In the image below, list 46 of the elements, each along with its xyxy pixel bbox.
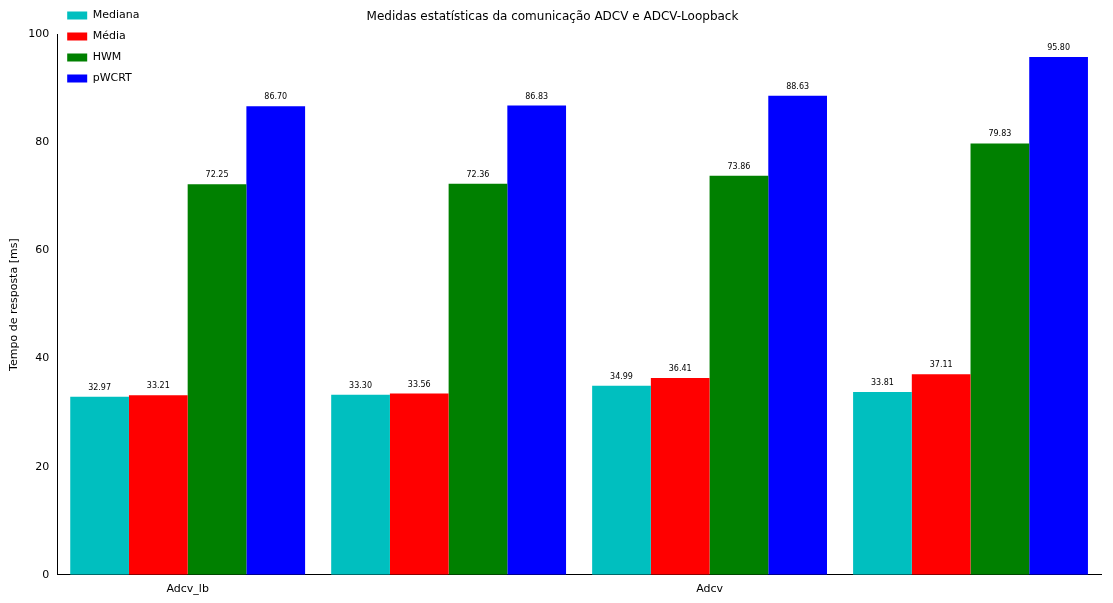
bar	[592, 385, 651, 575]
data-label: 33.81	[871, 378, 894, 388]
bar	[128, 395, 188, 575]
bar	[246, 106, 306, 575]
data-label: 79.83	[988, 129, 1012, 139]
legend-label: pWCRT	[92, 71, 133, 85]
y-tick-label: 100	[28, 27, 50, 41]
y-tick-label: 80	[35, 135, 50, 149]
data-label: 88.63	[786, 81, 810, 91]
bar	[187, 184, 247, 575]
bar	[911, 374, 971, 575]
legend-label: Mediana	[92, 8, 140, 22]
data-label: 33.21	[146, 381, 170, 391]
bar	[853, 392, 912, 575]
data-label: 32.97	[88, 382, 112, 392]
bar	[650, 378, 710, 575]
data-label: 72.36	[466, 169, 490, 179]
data-label: 86.83	[525, 91, 549, 101]
data-label: 72.25	[205, 170, 229, 180]
legend-label: HWM	[92, 50, 122, 64]
data-label: 86.70	[264, 92, 288, 102]
data-label: 37.11	[929, 360, 953, 370]
bar	[389, 393, 449, 575]
bar	[768, 95, 827, 575]
bar	[1029, 57, 1088, 575]
bar	[709, 175, 769, 575]
data-label: 73.86	[727, 161, 751, 171]
data-label: 95.80	[1047, 43, 1071, 53]
y-axis-title: Tempo de resposta [ms]	[7, 238, 21, 372]
y-tick-label: 20	[35, 459, 50, 473]
x-tick-label: Adcv	[696, 582, 724, 596]
data-label: 33.30	[349, 380, 372, 390]
data-label: 33.56	[407, 379, 431, 389]
data-label: 34.99	[610, 371, 633, 381]
bar	[331, 394, 390, 575]
y-tick-label: 60	[35, 243, 50, 257]
x-tick-label: Adcv_lb	[166, 582, 209, 596]
bar	[448, 183, 508, 575]
bar	[70, 396, 129, 575]
y-tick-label: 0	[42, 567, 50, 581]
data-label: 36.41	[668, 364, 692, 374]
chart-title: Medidas estatísticas da comunicação ADCV e ADCV-Loopback	[366, 9, 739, 24]
bar	[970, 143, 1030, 575]
bar	[507, 105, 567, 575]
y-tick-label: 40	[35, 351, 50, 365]
legend-label: Média	[92, 29, 126, 43]
